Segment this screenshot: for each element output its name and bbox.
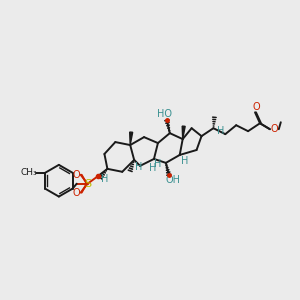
Text: O: O [73, 170, 80, 180]
Text: H: H [181, 156, 188, 166]
Text: S: S [84, 179, 91, 189]
Polygon shape [130, 132, 133, 145]
Polygon shape [182, 126, 185, 139]
Text: H: H [149, 163, 157, 173]
Text: HO: HO [158, 109, 172, 119]
Text: CH₃: CH₃ [21, 168, 38, 177]
Text: O: O [252, 102, 260, 112]
Text: OH: OH [165, 175, 180, 185]
Text: O: O [270, 124, 278, 134]
Text: H: H [154, 159, 162, 169]
Text: O: O [73, 188, 80, 198]
Text: H: H [135, 162, 143, 172]
Text: H: H [217, 126, 224, 136]
Text: H: H [101, 174, 108, 184]
